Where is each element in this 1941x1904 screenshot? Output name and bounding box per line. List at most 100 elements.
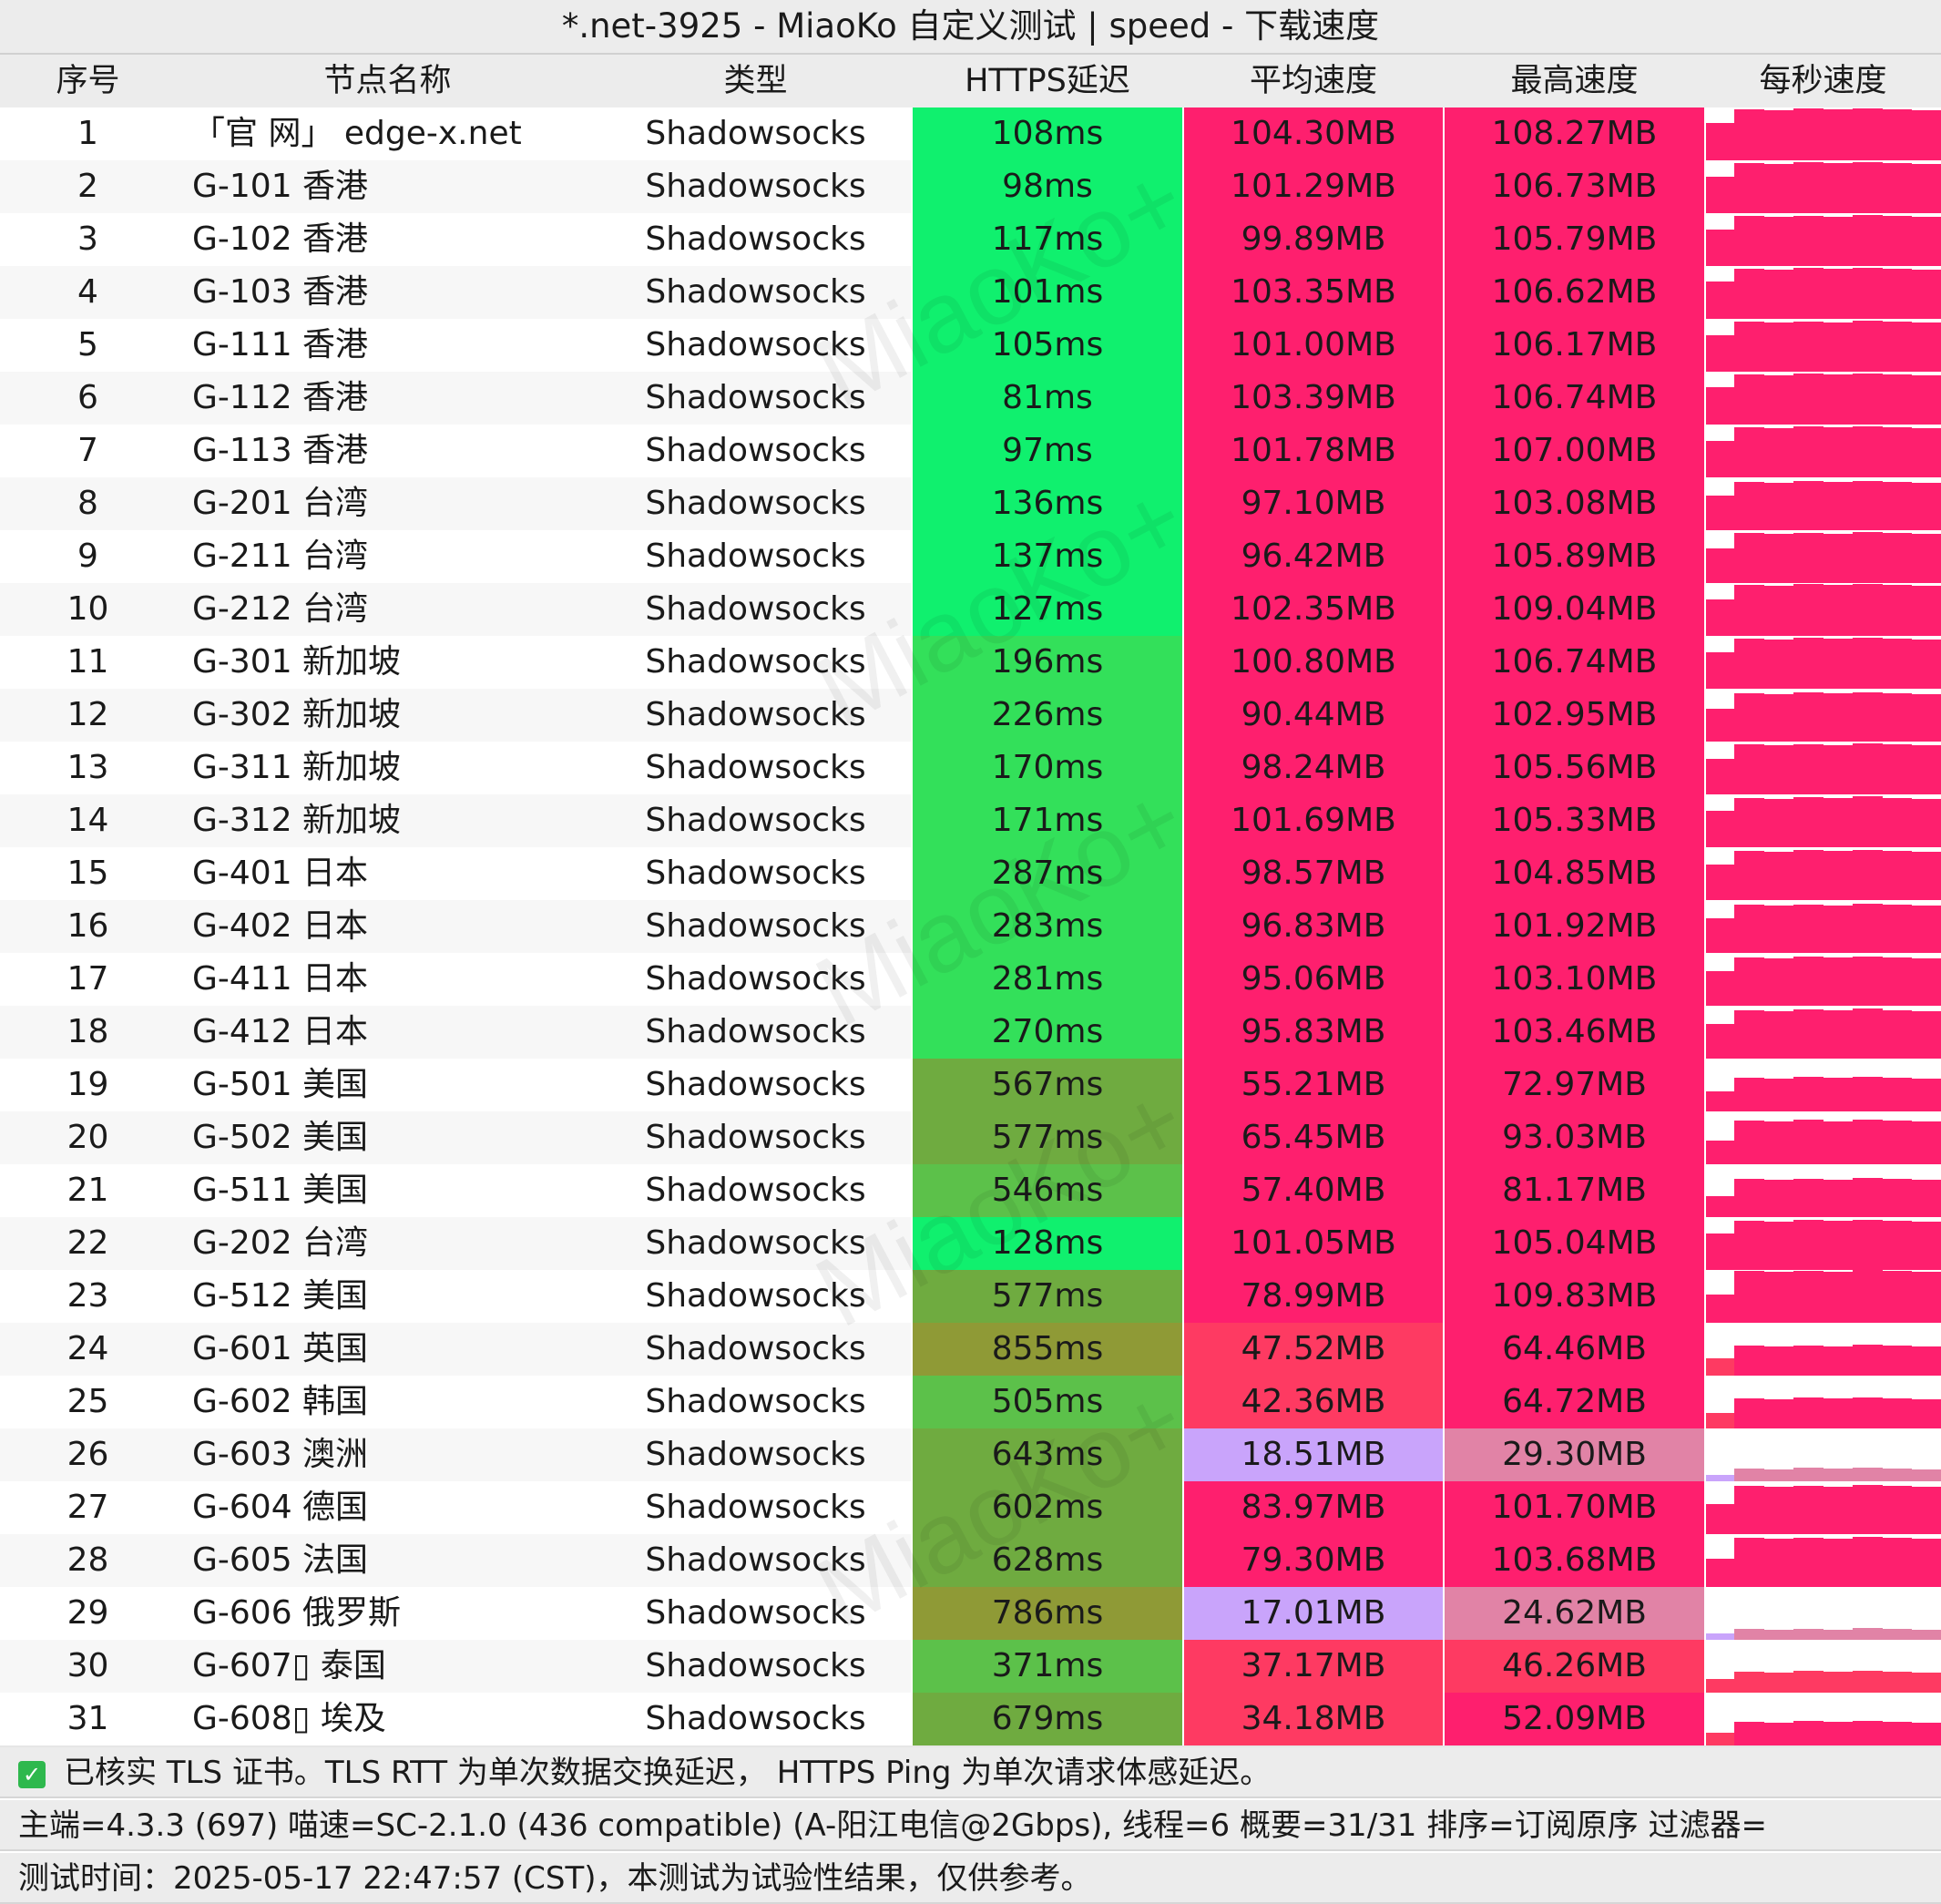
- column-separator: [911, 1587, 913, 1640]
- node-name: G-212 台湾: [192, 590, 369, 628]
- speed-bar: [1882, 216, 1913, 266]
- speed-bar: [1793, 268, 1824, 319]
- table-row: 29 G-606 俄罗斯 Shadowsocks 786ms 17.01MB 24.62M…: [0, 1587, 1941, 1642]
- column-separator: [1443, 1111, 1445, 1164]
- node-name: G-606 俄罗斯: [192, 1594, 402, 1632]
- speed-bar: [1763, 745, 1794, 794]
- column-separator: [1443, 477, 1445, 530]
- per-second-speed-sparkline: [1705, 742, 1941, 794]
- speed-bar: [1705, 230, 1735, 266]
- column-separator: [1182, 847, 1184, 900]
- speed-bar: [1882, 482, 1913, 530]
- speed-bar: [1852, 532, 1883, 583]
- node-name: G-312 新加坡: [192, 802, 402, 839]
- speed-bar: [1763, 1539, 1794, 1587]
- speed-bar: [1734, 905, 1765, 953]
- speed-bar: [1763, 1011, 1794, 1059]
- https-latency: 81ms: [912, 372, 1183, 425]
- speed-bar: [1763, 799, 1794, 847]
- max-speed: 104.85MB: [1444, 847, 1705, 900]
- speed-bar: [1793, 850, 1824, 900]
- https-latency: 855ms: [912, 1323, 1183, 1376]
- speed-bar: [1911, 1630, 1941, 1640]
- https-latency: 281ms: [912, 953, 1183, 1006]
- speed-bar: [1852, 426, 1883, 477]
- node-name: G-103 香港: [192, 273, 369, 311]
- max-speed: 106.17MB: [1444, 319, 1705, 372]
- https-latency: 170ms: [912, 742, 1183, 794]
- https-latency: 196ms: [912, 636, 1183, 689]
- node-type: Shadowsocks: [645, 537, 866, 575]
- table-row: 18 G-412 日本 Shadowsocks 270ms 95.83MB 103.46M…: [0, 1006, 1941, 1060]
- speed-bar: [1911, 1079, 1941, 1111]
- speed-bar: [1734, 1078, 1765, 1111]
- max-speed: 103.68MB: [1444, 1534, 1705, 1587]
- column-separator: [911, 266, 913, 319]
- speed-bar: [1763, 483, 1794, 530]
- max-speed: 24.62MB: [1444, 1587, 1705, 1640]
- per-second-speed-sparkline: [1705, 1693, 1941, 1745]
- row-index: 23: [66, 1277, 109, 1315]
- speed-bar: [1793, 638, 1824, 689]
- speed-bar: [1823, 798, 1854, 847]
- column-separator: [1704, 1376, 1706, 1428]
- node-type: Shadowsocks: [645, 1647, 866, 1684]
- https-latency: 287ms: [912, 847, 1183, 900]
- speed-bar: [1705, 441, 1735, 477]
- column-separator: [911, 1428, 913, 1481]
- column-separator: [1443, 742, 1445, 794]
- table-row: 14 G-312 新加坡 Shadowsocks 171ms 101.69MB 105.3…: [0, 794, 1941, 849]
- speed-bar: [1852, 1721, 1883, 1745]
- column-separator: [1704, 1481, 1706, 1534]
- max-speed: 106.74MB: [1444, 372, 1705, 425]
- node-name: G-202 台湾: [192, 1224, 369, 1262]
- per-second-speed-sparkline: [1705, 107, 1941, 160]
- column-separator: [1704, 689, 1706, 742]
- speed-bar: [1911, 1673, 1941, 1693]
- https-latency: 505ms: [912, 1376, 1183, 1428]
- column-separator: [911, 319, 913, 372]
- speed-bar: [1793, 905, 1824, 953]
- speed-bar: [1882, 1121, 1913, 1164]
- speed-bar: [1823, 745, 1854, 794]
- column-separator: [911, 1217, 913, 1270]
- column-separator: [1182, 953, 1184, 1006]
- column-separator: [1443, 1587, 1445, 1640]
- row-index: 14: [66, 802, 109, 839]
- column-separator: [1182, 1587, 1184, 1640]
- footer-line1: 已核实 TLS 证书。TLS RTT 为单次数据交换延迟， HTTPS Ping…: [64, 1755, 1272, 1791]
- speed-bar: [1911, 110, 1941, 160]
- table-row: 2 G-101 香港 Shadowsocks 98ms 101.29MB 106.73MB: [0, 160, 1941, 215]
- column-separator: [1443, 1270, 1445, 1323]
- table-header: 序号 节点名称 类型 HTTPS延迟 平均速度 最高速度 每秒速度: [0, 55, 1941, 109]
- speed-bar: [1882, 269, 1913, 319]
- col-header-https-latency: HTTPS延迟: [965, 63, 1130, 99]
- per-second-speed-sparkline: [1705, 1534, 1941, 1587]
- avg-speed: 47.52MB: [1183, 1323, 1444, 1376]
- table-row: 17 G-411 日本 Shadowsocks 281ms 95.06MB 103.10M…: [0, 953, 1941, 1008]
- column-separator: [1704, 477, 1706, 530]
- speed-bar: [1763, 1121, 1794, 1164]
- speed-bar: [1705, 1295, 1735, 1323]
- max-speed: 101.92MB: [1444, 900, 1705, 953]
- node-name: G-301 新加坡: [192, 643, 402, 681]
- table-row: 1 「官 网」 edge-x.net Shadowsocks 108ms 104.30M…: [0, 107, 1941, 162]
- avg-speed: 103.39MB: [1183, 372, 1444, 425]
- per-second-speed-sparkline: [1705, 900, 1941, 953]
- column-separator: [1704, 1323, 1706, 1376]
- speed-bar: [1734, 1629, 1765, 1640]
- table-row: 31 G-608▯ 埃及 Shadowsocks 679ms 34.18MB 52.09M…: [0, 1693, 1941, 1747]
- avg-speed: 79.30MB: [1183, 1534, 1444, 1587]
- https-latency: 117ms: [912, 213, 1183, 266]
- https-latency: 226ms: [912, 689, 1183, 742]
- col-header-max-speed: 最高速度: [1510, 63, 1639, 99]
- speed-bar: [1911, 852, 1941, 900]
- speed-bar: [1852, 1345, 1883, 1376]
- row-index: 10: [66, 590, 109, 628]
- row-index: 26: [66, 1436, 109, 1473]
- column-separator: [1182, 319, 1184, 372]
- per-second-speed-sparkline: [1705, 1587, 1941, 1640]
- avg-speed: 34.18MB: [1183, 1693, 1444, 1745]
- speed-bar: [1852, 1120, 1883, 1164]
- speed-bar: [1823, 1672, 1854, 1693]
